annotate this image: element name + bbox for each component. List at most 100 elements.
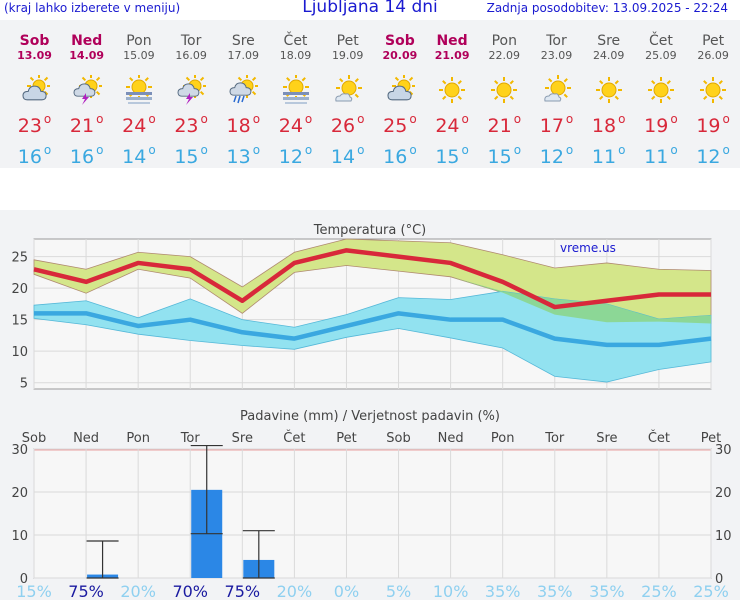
day-name: Sob	[19, 33, 50, 49]
min-temperature: 12 o	[278, 143, 313, 168]
mostly-sunny-icon	[542, 75, 572, 105]
precipitation-y-tick-left: 10	[11, 529, 28, 544]
day-name: Pet	[702, 33, 725, 49]
min-temperature: 16 o	[69, 143, 104, 168]
max-temperature: 25 o	[383, 112, 417, 137]
day-name: Tor	[546, 33, 567, 49]
day-name: Sob	[385, 33, 415, 49]
precipitation-chart-title: Padavine (mm) / Verjetnost padavin (%)	[240, 409, 500, 424]
max-temperature: 18 o	[591, 112, 626, 137]
precipitation-probability: 25%	[693, 582, 729, 600]
location-menu-note[interactable]: (kraj lahko izberete v meniju)	[4, 1, 181, 15]
max-temperature: 17 o	[539, 112, 574, 137]
precipitation-plot-area	[33, 448, 712, 579]
max-temperature: 19 o	[696, 112, 730, 137]
day-date: 23.09	[540, 49, 573, 62]
day-date: 22.09	[488, 49, 521, 62]
min-temperature: 15 o	[174, 143, 208, 168]
thunderstorm-sun-icon	[72, 74, 103, 105]
min-temperature: 15 o	[435, 143, 469, 168]
precipitation-day-label: Pet	[701, 431, 721, 446]
precipitation-y-tick-right: 20	[715, 486, 732, 501]
precipitation-probability: 75%	[225, 582, 261, 600]
day-name: Čet	[648, 33, 673, 49]
precipitation-day-label: Sre	[596, 431, 617, 446]
fog-icon	[124, 74, 154, 105]
temperature-chart-title: Temperatura (°C)	[313, 223, 426, 238]
day-date: 24.09	[592, 49, 625, 62]
temperature-y-tick: 20	[11, 282, 28, 297]
precipitation-day-label: Sre	[232, 431, 253, 446]
min-temperature: 15 o	[487, 143, 522, 168]
min-temperature-line	[34, 311, 712, 348]
sunny-icon	[489, 75, 519, 105]
min-temperature: 13 o	[226, 143, 261, 168]
max-temperature: 18 o	[226, 112, 261, 137]
precipitation-probability: 5%	[386, 582, 411, 600]
max-temperature-line	[33, 248, 711, 310]
min-temperature: 12 o	[696, 143, 730, 168]
min-temperature: 16 o	[17, 143, 52, 168]
day-name: Sre	[597, 33, 621, 49]
day-name: Ned	[71, 33, 103, 49]
min-temperature: 12 o	[539, 143, 574, 168]
sunny-icon	[594, 75, 624, 105]
min-temperature: 14 o	[122, 143, 156, 168]
min-temperature: 11 o	[591, 143, 626, 168]
precipitation-probability: 75%	[68, 582, 104, 600]
precipitation-probability: 35%	[485, 582, 521, 600]
showers-sun-icon	[228, 74, 260, 105]
temperature-y-tick: 10	[11, 345, 28, 360]
precipitation-probability: 25%	[641, 582, 677, 600]
precipitation-probability: 70%	[172, 582, 208, 600]
max-temperature: 23 o	[17, 112, 52, 137]
precipitation-day-label: Sob	[22, 431, 46, 446]
day-date: 26.09	[697, 49, 729, 62]
precipitation-probability: 20%	[120, 582, 156, 600]
day-name: Tor	[180, 33, 202, 49]
max-temperature: 26 o	[330, 112, 365, 137]
precipitation-day-label: Ned	[438, 431, 464, 446]
precipitation-y-tick-left: 0	[20, 572, 28, 587]
temperature-y-tick: 25	[11, 251, 28, 266]
max-temperature: 21 o	[69, 112, 104, 137]
precipitation-probability: 35%	[589, 582, 625, 600]
day-date: 13.09	[17, 49, 52, 62]
mostly-sunny-icon	[333, 75, 363, 105]
max-temperature: 23 o	[174, 112, 208, 137]
band-overlap-area	[450, 276, 711, 324]
max-temperature: 24 o	[435, 112, 469, 137]
day-date: 14.09	[69, 49, 105, 62]
precipitation-probability: 0%	[334, 582, 359, 600]
temperature-y-tick: 5	[20, 377, 28, 392]
day-date: 21.09	[434, 49, 470, 62]
day-name: Čet	[283, 33, 308, 49]
sunny-icon	[646, 75, 676, 105]
day-name: Sre	[231, 33, 255, 49]
day-date: 15.09	[123, 49, 155, 62]
precipitation-probability: 10%	[433, 582, 469, 600]
precipitation-y-tick-left: 20	[11, 486, 28, 501]
day-name: Pet	[336, 33, 359, 49]
fog-icon	[281, 74, 311, 105]
sunny-icon	[437, 75, 467, 105]
min-temperature-band	[33, 290, 712, 383]
thunderstorm-sun-icon	[176, 74, 208, 105]
day-name: Pon	[126, 33, 152, 49]
precipitation-day-label: Ned	[73, 431, 99, 446]
precipitation-day-label: Pon	[491, 431, 515, 446]
precipitation-y-tick-right: 30	[715, 443, 732, 458]
precipitation-day-label: Čet	[648, 430, 670, 446]
day-date: 18.09	[279, 49, 312, 62]
max-temperature: 19 o	[644, 112, 678, 137]
precipitation-day-label: Čet	[283, 430, 305, 446]
precipitation-y-tick-left: 30	[11, 443, 28, 458]
day-date: 19.09	[331, 49, 364, 62]
day-date: 20.09	[382, 49, 418, 62]
max-temperature: 24 o	[122, 112, 156, 137]
day-date: 25.09	[645, 49, 677, 62]
day-name: Pon	[491, 33, 517, 49]
max-temperature: 21 o	[487, 112, 522, 137]
precipitation-probability: 35%	[537, 582, 573, 600]
precipitation-y-tick-right: 0	[715, 572, 723, 587]
